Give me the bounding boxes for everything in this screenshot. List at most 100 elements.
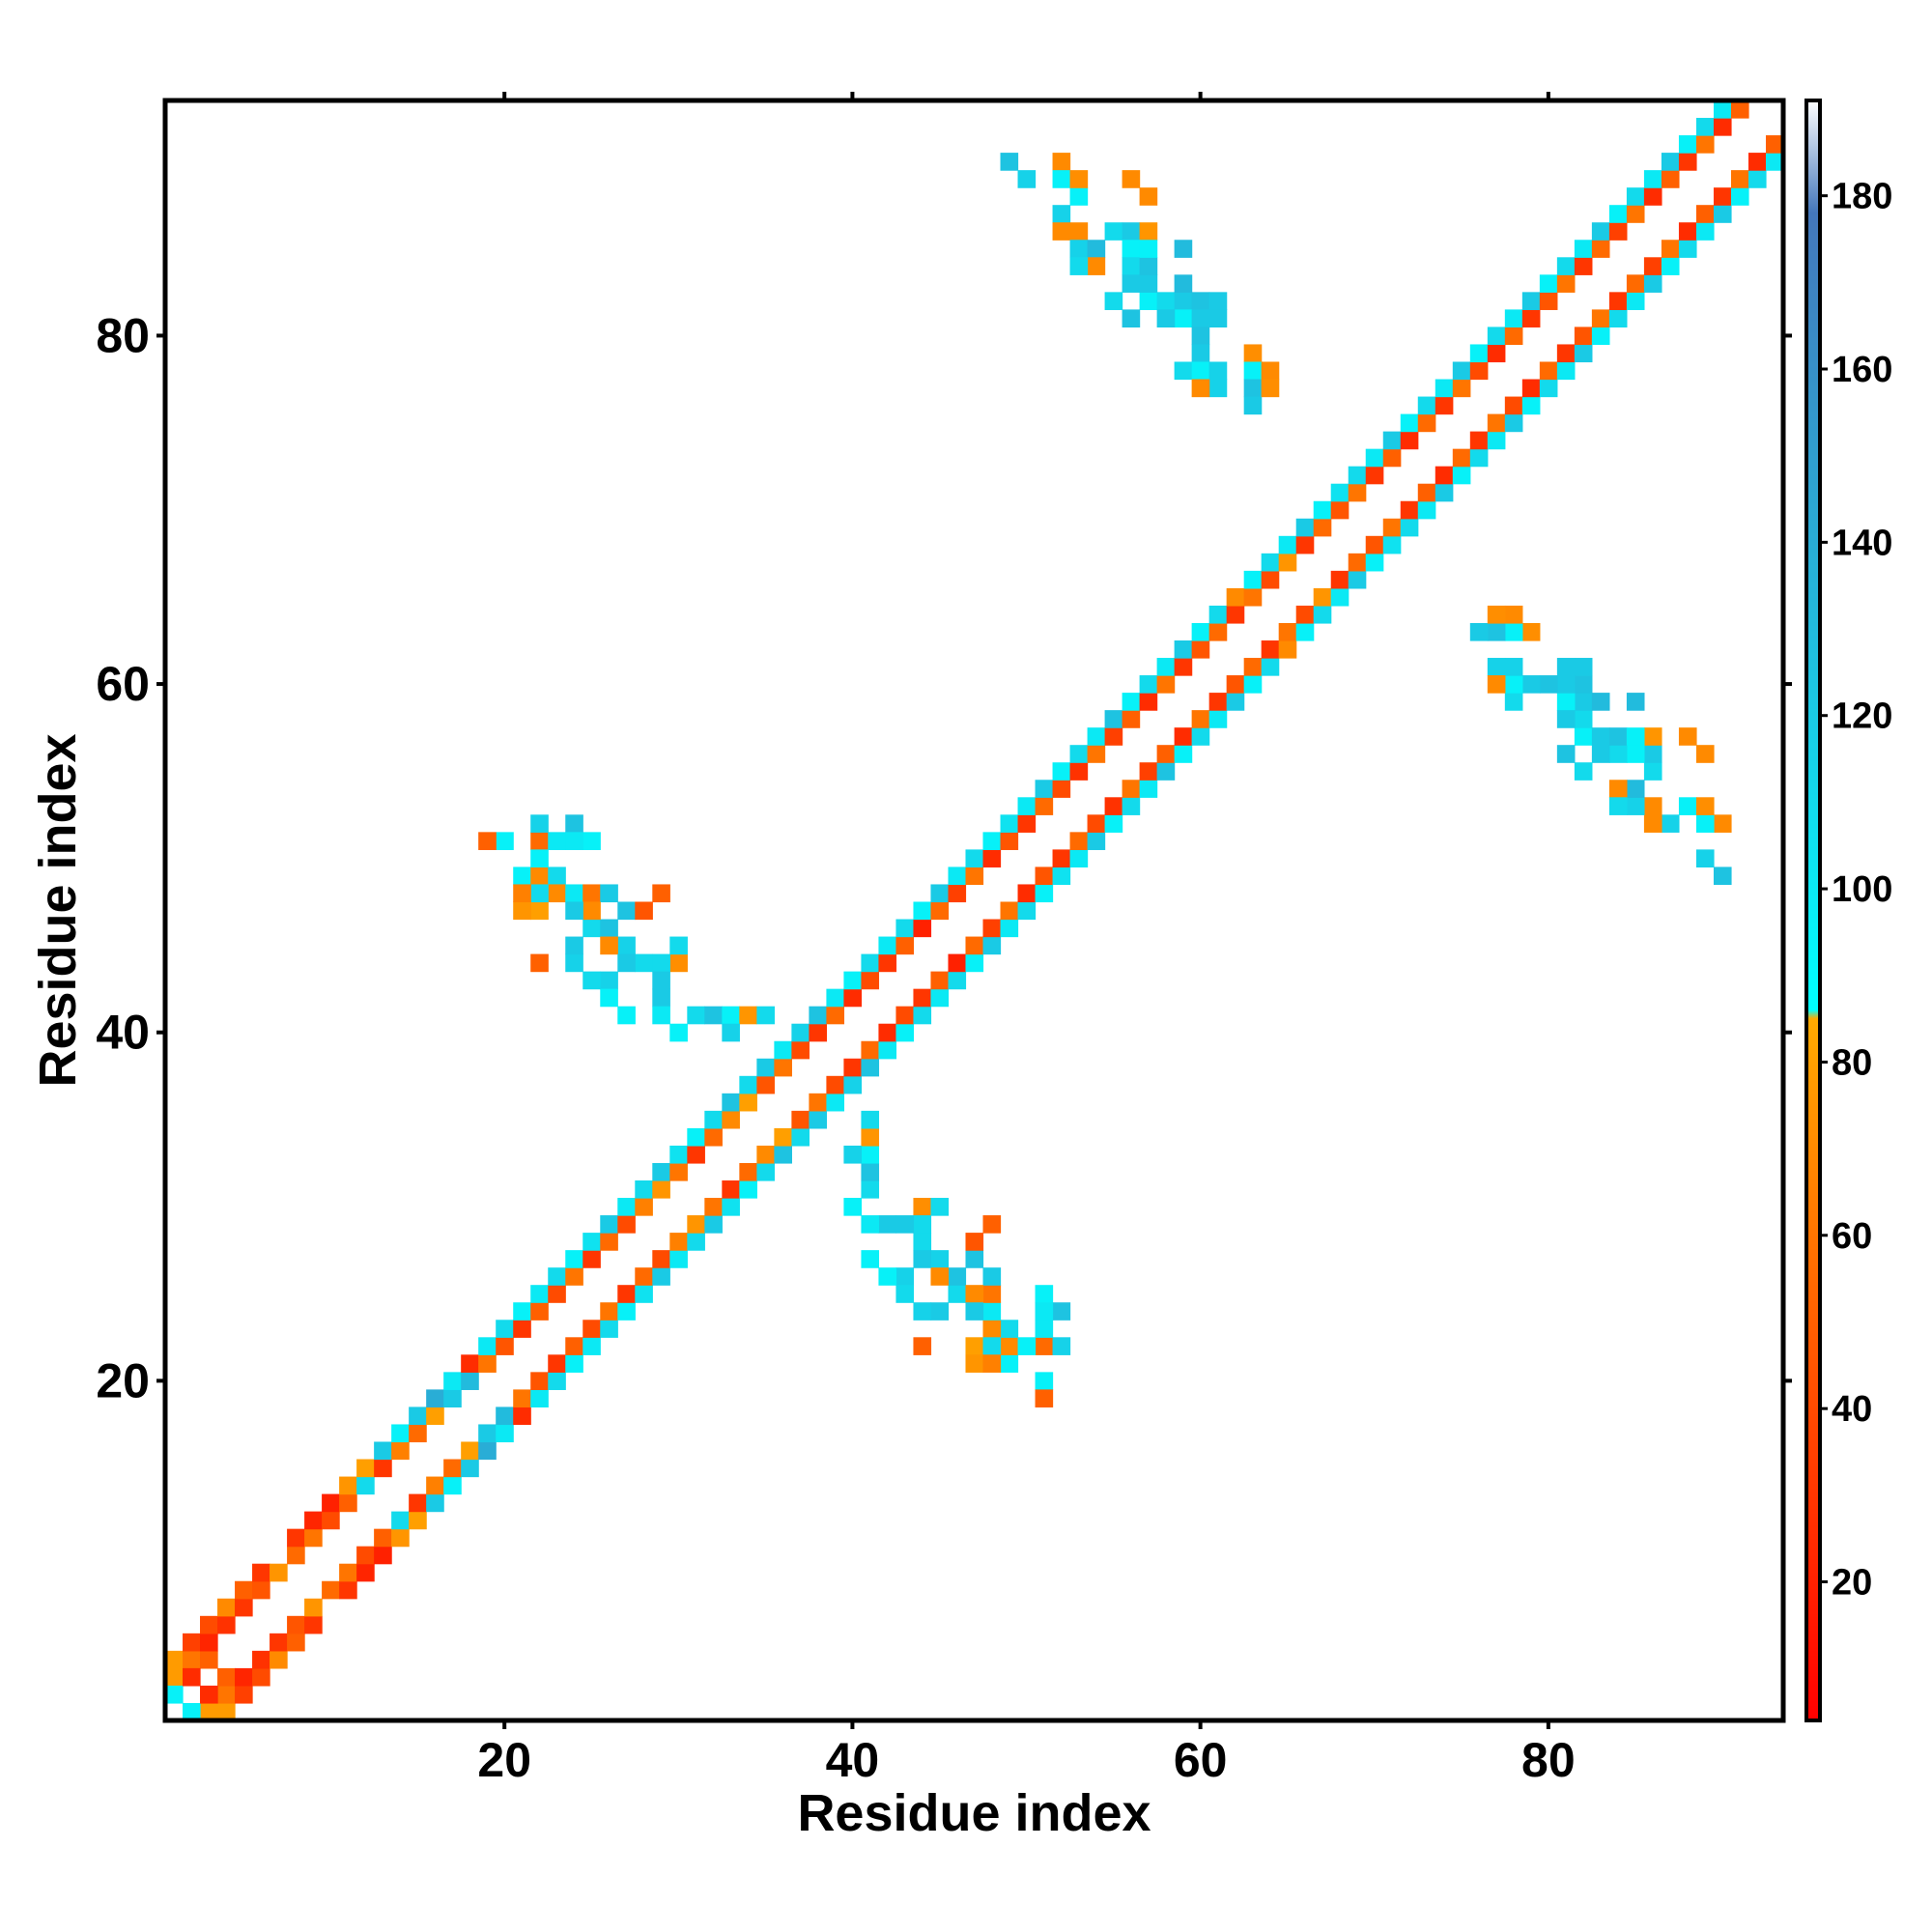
heatmap-cell — [1191, 640, 1210, 659]
heatmap-cell — [617, 1198, 636, 1216]
heatmap-cell — [982, 936, 1002, 955]
heatmap-cell — [252, 1667, 270, 1687]
heatmap-cell — [1643, 257, 1662, 275]
heatmap-cell — [1191, 292, 1210, 310]
heatmap-cell — [843, 1198, 863, 1216]
heatmap-cell — [669, 1145, 688, 1164]
heatmap-cell — [1069, 240, 1089, 258]
heatmap-cell — [1400, 500, 1419, 520]
heatmap-cell — [200, 1615, 218, 1634]
heatmap-cell — [1382, 431, 1402, 450]
heatmap-cell — [1452, 361, 1471, 381]
heatmap-cell — [1174, 745, 1193, 763]
heatmap-cell — [982, 919, 1002, 938]
heatmap-cell — [287, 1615, 305, 1634]
heatmap-cell — [1035, 1320, 1054, 1338]
heatmap-cell — [826, 1075, 845, 1094]
heatmap-cell — [1539, 361, 1558, 381]
heatmap-cell — [565, 936, 583, 955]
heatmap-cell — [1661, 153, 1680, 171]
heatmap-cell — [1504, 605, 1523, 624]
heatmap-cell — [1243, 396, 1263, 415]
heatmap-cell — [756, 1145, 775, 1164]
heatmap-cell — [982, 1337, 1002, 1355]
heatmap-cell — [1661, 240, 1680, 258]
heatmap-cell — [1052, 867, 1071, 886]
heatmap-cell — [582, 1250, 601, 1268]
colorbar-tick-label: 20 — [1832, 1563, 1872, 1604]
heatmap-cell — [1139, 187, 1158, 206]
heatmap-cell — [1278, 622, 1297, 641]
heatmap-cell — [1591, 240, 1610, 258]
heatmap-cell — [1104, 797, 1123, 815]
heatmap-cell — [617, 901, 636, 921]
heatmap-cell — [1122, 780, 1141, 798]
heatmap-cell — [1574, 727, 1593, 746]
heatmap-cell — [1122, 797, 1141, 815]
heatmap-cell — [600, 936, 618, 955]
heatmap-cell — [982, 1267, 1002, 1286]
heatmap-cell — [617, 1285, 636, 1303]
heatmap-cell — [600, 1320, 618, 1338]
heatmap-cell — [496, 1424, 514, 1443]
heatmap-cell — [861, 953, 880, 973]
heatmap-cell — [548, 867, 566, 886]
heatmap-cell — [739, 1006, 757, 1025]
heatmap-cell — [687, 1006, 705, 1025]
heatmap-cell — [809, 1023, 828, 1042]
heatmap-cell — [930, 971, 950, 990]
colorbar-tick-label: 80 — [1832, 1042, 1872, 1083]
heatmap-cell — [1678, 135, 1697, 154]
heatmap-cell — [1556, 257, 1576, 275]
heatmap-cell — [1556, 344, 1576, 363]
heatmap-cell — [426, 1476, 444, 1495]
heatmap-cell — [791, 1127, 810, 1147]
heatmap-cell — [1608, 797, 1628, 815]
heatmap-cell — [1295, 518, 1315, 537]
heatmap-cell — [443, 1476, 462, 1495]
heatmap-cell — [1435, 466, 1454, 485]
heatmap-cell — [1208, 622, 1228, 641]
colorbar-tick-label: 160 — [1832, 350, 1892, 390]
heatmap-cell — [704, 1198, 723, 1216]
heatmap-cell — [913, 1233, 932, 1251]
heatmap-cell — [652, 1267, 670, 1286]
heatmap-cell — [565, 1267, 583, 1286]
heatmap-cell — [1052, 205, 1071, 223]
heatmap-cell — [1574, 240, 1593, 258]
heatmap-cell — [235, 1667, 253, 1687]
heatmap-cell — [1504, 693, 1523, 711]
heatmap-cell — [1035, 867, 1054, 886]
heatmap-cell — [861, 1127, 880, 1147]
heatmap-cell — [1400, 431, 1419, 450]
heatmap-cell — [600, 1233, 618, 1251]
heatmap-cell — [687, 1233, 705, 1251]
heatmap-cell — [704, 1127, 723, 1147]
heatmap-cell — [461, 1354, 479, 1373]
heatmap-cell — [1069, 745, 1089, 763]
y-tick-label: 80 — [96, 308, 150, 362]
heatmap-cell — [217, 1615, 236, 1634]
heatmap-cell — [443, 1459, 462, 1478]
heatmap-cell — [617, 1215, 636, 1234]
heatmap-cell — [722, 1180, 740, 1199]
heatmap-cell — [1000, 832, 1019, 850]
heatmap-cell — [1000, 814, 1019, 833]
heatmap-cell — [478, 1337, 497, 1355]
heatmap-cell — [930, 1198, 950, 1216]
heatmap-cell — [530, 884, 549, 903]
plot-frame — [162, 98, 1786, 1723]
heatmap-cell — [1417, 483, 1436, 502]
heatmap-cell — [582, 1320, 601, 1338]
heatmap-cell — [1243, 675, 1263, 694]
heatmap-cells — [165, 100, 1784, 1721]
heatmap-cell — [391, 1511, 410, 1530]
heatmap-cell — [1122, 222, 1141, 241]
heatmap-cell — [930, 901, 950, 921]
heatmap-cell — [913, 1006, 932, 1025]
heatmap-cell — [617, 1302, 636, 1321]
heatmap-cell — [600, 1302, 618, 1321]
heatmap-cell — [1469, 361, 1489, 381]
heatmap-cell — [1174, 292, 1193, 310]
